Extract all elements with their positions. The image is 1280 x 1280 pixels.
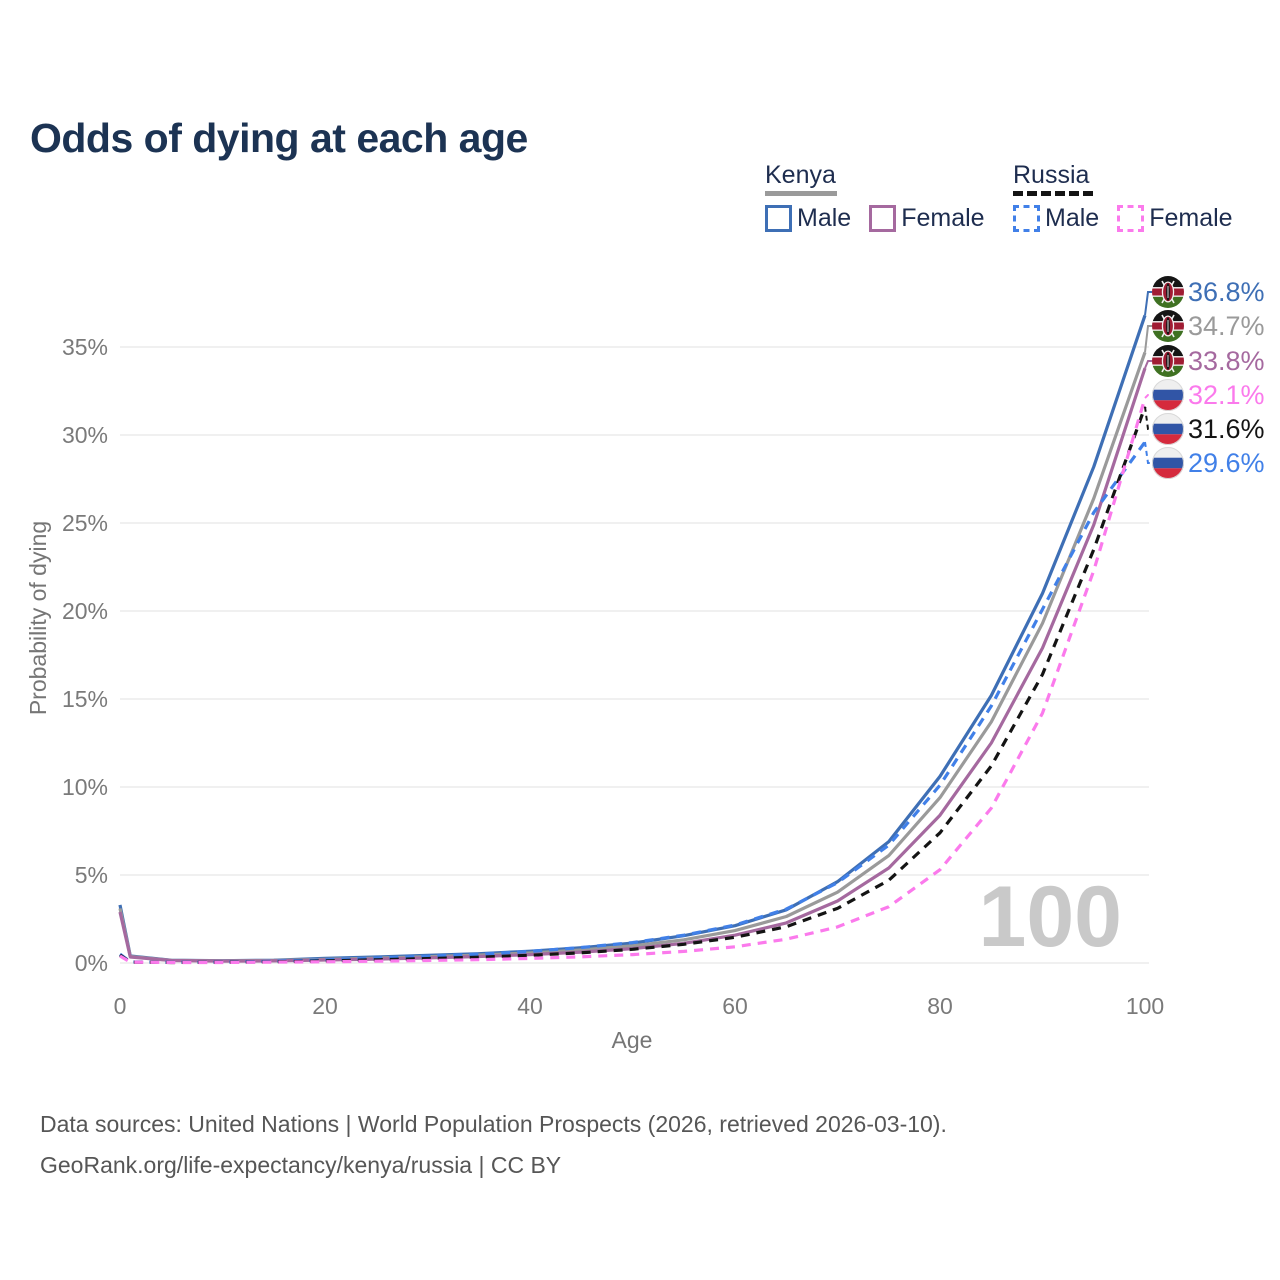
legend-items-russia: Male Female <box>1013 204 1233 233</box>
end-label-leader <box>1144 441 1152 464</box>
y-tick-label: 0% <box>75 950 108 976</box>
end-label-leader <box>1144 291 1152 316</box>
legend-group-russia: Russia Male Female <box>1013 162 1233 233</box>
russia-male-label[interactable]: Male <box>1045 204 1100 232</box>
data-sources-line: Data sources: United Nations | World Pop… <box>40 1111 947 1137</box>
y-tick-label: 20% <box>62 598 108 624</box>
end-label-value: 31.6% <box>1188 414 1265 444</box>
legend-country-russia[interactable]: Russia <box>1013 161 1090 189</box>
attribution-line: GeoRank.org/life-expectancy/kenya/russia… <box>40 1152 562 1178</box>
russia-flag-icon <box>1152 447 1184 479</box>
kenya-line-style-swatch <box>765 191 837 196</box>
y-tick-label: 30% <box>62 422 108 448</box>
end-label-leader <box>1144 406 1152 430</box>
legend-items-kenya: Male Female <box>765 204 985 233</box>
end-label-leader <box>1144 394 1152 399</box>
x-axis-title: Age <box>612 1027 653 1053</box>
x-tick-label: 0 <box>114 993 127 1019</box>
kenya-male-label[interactable]: Male <box>797 204 852 232</box>
kenya-flag-icon <box>1152 345 1184 377</box>
end-labels: 36.8% 34.7% 33.8% 29.6% 31.6% 32.1% <box>1144 276 1265 479</box>
x-tick-label: 100 <box>1126 993 1164 1019</box>
russia-flag-icon <box>1152 379 1184 411</box>
end-label-value: 29.6% <box>1188 448 1265 478</box>
legend-group-kenya: Kenya Male Female <box>765 162 985 233</box>
legend-country-kenya[interactable]: Kenya <box>765 161 836 189</box>
page-title: Odds of dying at each age <box>30 115 528 162</box>
kenya-male-swatch[interactable] <box>765 205 792 232</box>
y-tick-label: 25% <box>62 510 108 536</box>
series-line-russia-female[interactable] <box>119 397 1147 965</box>
kenya-female-swatch[interactable] <box>869 205 897 232</box>
y-tick-label: 10% <box>62 774 108 800</box>
x-tick-label: 40 <box>517 993 543 1019</box>
end-label-leader <box>1144 325 1152 353</box>
end-label-value: 36.8% <box>1188 277 1265 307</box>
series-line-kenya-male[interactable] <box>118 314 1147 963</box>
y-axis-title: Probability of dying <box>25 521 51 715</box>
series-lines <box>118 314 1147 965</box>
end-label-leader <box>1144 360 1152 369</box>
y-tick-label: 5% <box>75 862 108 888</box>
y-tick-label: 15% <box>62 686 108 712</box>
footer: Data sources: United Nations | World Pop… <box>40 1104 947 1186</box>
x-tick-label: 20 <box>312 993 338 1019</box>
gridlines <box>120 346 1149 964</box>
end-label-value: 32.1% <box>1188 380 1265 410</box>
russia-male-swatch[interactable] <box>1013 205 1040 232</box>
russia-female-swatch[interactable] <box>1117 205 1145 232</box>
age-watermark: 100 <box>979 869 1123 965</box>
axis-ticks: 0% 5% 10% 15% 20% 25% 30% 35% 0 20 40 60 80 100 <box>62 334 1164 1019</box>
russia-female-label[interactable]: Female <box>1149 204 1233 232</box>
kenya-flag-icon <box>1152 310 1184 342</box>
russia-flag-icon <box>1152 413 1184 445</box>
x-tick-label: 60 <box>722 993 748 1019</box>
end-label-value: 34.7% <box>1188 311 1265 341</box>
russia-line-style-swatch <box>1013 191 1093 196</box>
end-label-value: 33.8% <box>1188 346 1265 376</box>
kenya-flag-icon <box>1152 276 1184 308</box>
kenya-female-label[interactable]: Female <box>901 204 985 232</box>
x-tick-label: 80 <box>927 993 953 1019</box>
y-tick-label: 35% <box>62 334 108 360</box>
